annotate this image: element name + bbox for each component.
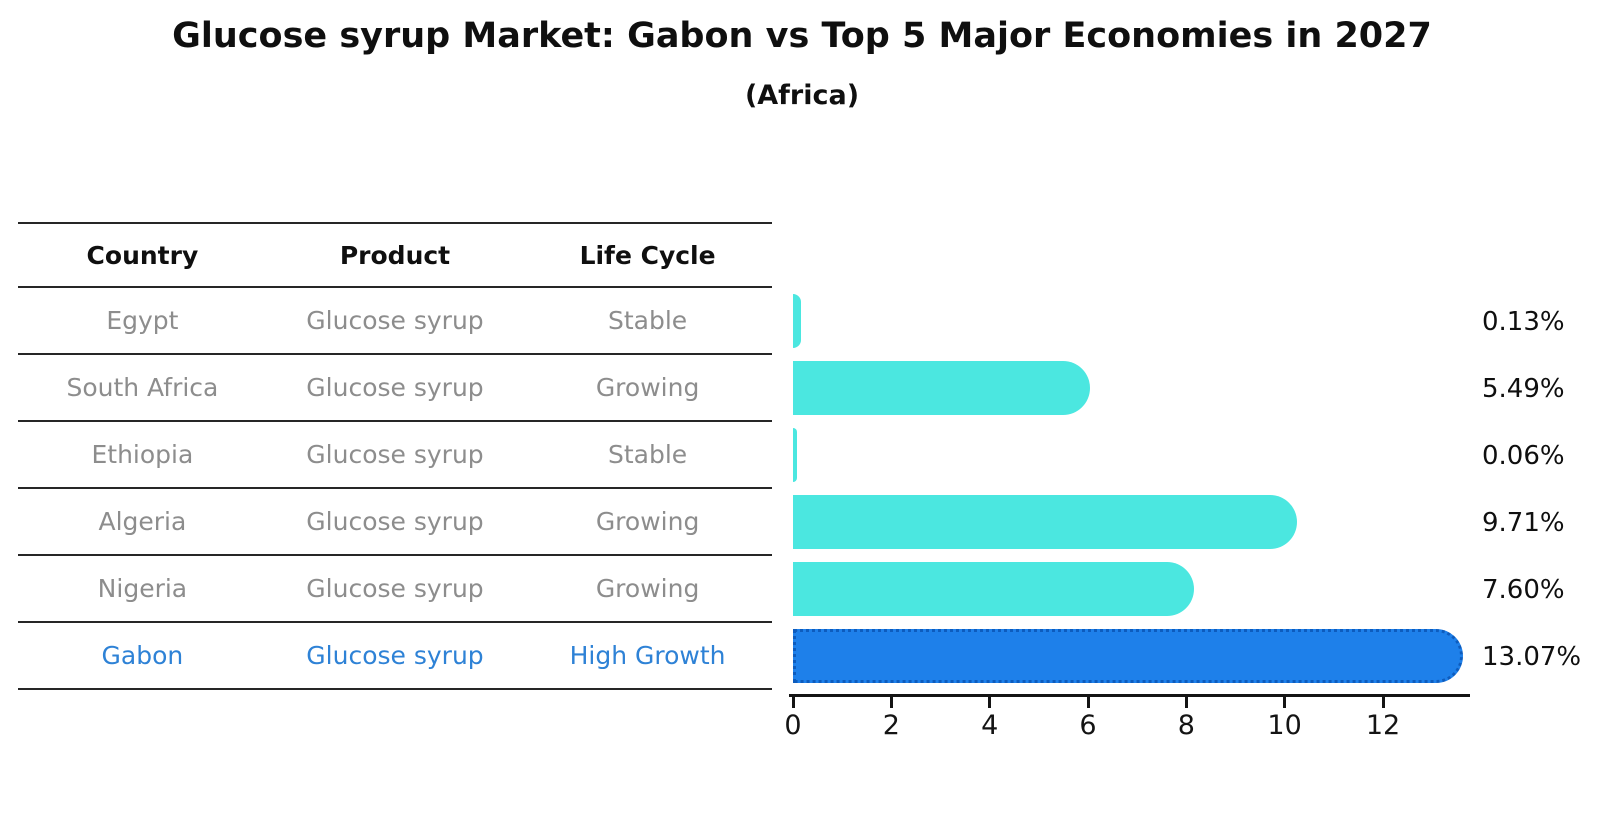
country-cell: Algeria <box>98 507 187 536</box>
life-cycle-cell: Growing <box>595 373 700 402</box>
bar-row <box>793 355 1470 422</box>
bar-row <box>793 422 1470 489</box>
x-axis-tick-label: 10 <box>1267 710 1302 741</box>
country-cell: Egypt <box>106 306 179 335</box>
column-header-country: Country <box>86 240 199 270</box>
product-cell: Glucose syrup <box>306 574 484 603</box>
column-header-life-cycle: Life Cycle <box>579 240 716 270</box>
bar <box>793 428 797 482</box>
life-cycle-cell: Stable <box>607 306 688 335</box>
column-header-product: Product <box>339 240 451 270</box>
bar-row <box>793 489 1470 556</box>
x-axis-tick-label: 4 <box>981 710 999 741</box>
table-body: Egypt Glucose syrup Stable South Africa Gluc… <box>18 288 772 690</box>
life-cycle-cell: High Growth <box>569 641 726 670</box>
life-cycle-cell: Growing <box>595 507 700 536</box>
life-cycle-cell: Stable <box>607 440 688 469</box>
bar <box>793 361 1090 415</box>
bar-value-label: 5.49% <box>1482 373 1565 404</box>
bar-plot-area <box>793 288 1470 690</box>
table-row: Gabon Glucose syrup High Growth <box>18 623 772 690</box>
x-axis: 0 2 4 6 8 10 12 <box>784 694 1470 754</box>
chart-subtitle: (Africa) <box>744 80 860 111</box>
x-axis-tick-mark <box>1381 697 1385 708</box>
table-row: Egypt Glucose syrup Stable <box>18 288 772 355</box>
bar-value-label: 0.06% <box>1482 440 1565 471</box>
bar-value-label: 0.13% <box>1482 306 1565 337</box>
bar <box>793 294 801 348</box>
x-axis-tick-mark <box>1283 697 1287 708</box>
x-axis-tick-label: 8 <box>1177 710 1195 741</box>
x-axis-tick-mark <box>1184 697 1188 708</box>
table-row: Algeria Glucose syrup Growing <box>18 489 772 556</box>
country-table: Country Product Life Cycle Egypt Glucose … <box>18 222 772 690</box>
product-cell: Glucose syrup <box>306 373 484 402</box>
bar-value-label: 13.07% <box>1482 641 1582 672</box>
x-axis-tick-mark <box>1086 697 1090 708</box>
x-axis-tick-mark <box>889 697 893 708</box>
bar-value-label: 9.71% <box>1482 507 1565 538</box>
product-cell: Glucose syrup <box>306 507 484 536</box>
bar-row <box>793 288 1470 355</box>
country-cell: South Africa <box>66 373 219 402</box>
bar-value-label: 7.60% <box>1482 574 1565 605</box>
x-axis-tick-label: 6 <box>1079 710 1097 741</box>
table-row: Ethiopia Glucose syrup Stable <box>18 422 772 489</box>
table-row: Nigeria Glucose syrup Growing <box>18 556 772 623</box>
x-axis-tick-label: 0 <box>784 710 802 741</box>
x-axis-tick-mark <box>791 697 795 708</box>
product-cell: Glucose syrup <box>306 306 484 335</box>
x-axis-tick-label: 2 <box>882 710 900 741</box>
bar <box>793 495 1298 549</box>
bar <box>793 562 1194 616</box>
x-axis-tick-label: 12 <box>1365 710 1401 741</box>
table-header-row: Country Product Life Cycle <box>18 222 772 288</box>
country-cell: Gabon <box>101 641 184 670</box>
product-cell: Glucose syrup <box>306 440 484 469</box>
value-label-column: 0.13% 5.49% 0.06% 9.71% 7.60% 13.07% <box>1482 288 1602 690</box>
chart-title: Glucose syrup Market: Gabon vs Top 5 Maj… <box>172 16 1432 56</box>
bar-row <box>793 623 1470 690</box>
highlighted-bar <box>793 629 1463 683</box>
x-axis-tick-mark <box>988 697 992 708</box>
table-row: South Africa Glucose syrup Growing <box>18 355 772 422</box>
bar-row <box>793 556 1470 623</box>
product-cell: Glucose syrup <box>306 641 484 670</box>
life-cycle-cell: Growing <box>595 574 700 603</box>
country-cell: Ethiopia <box>91 440 194 469</box>
country-cell: Nigeria <box>97 574 188 603</box>
x-axis-line <box>789 694 1470 697</box>
